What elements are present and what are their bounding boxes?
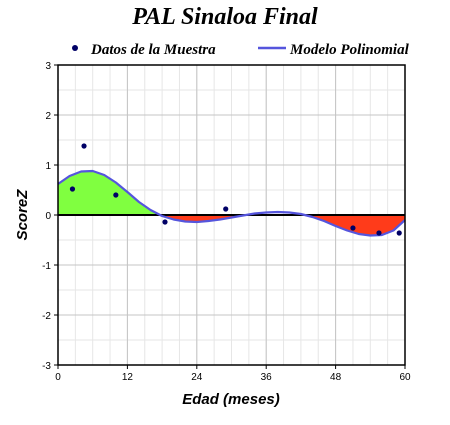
fill-below-zero <box>304 215 405 236</box>
x-tick-label: 48 <box>330 372 342 383</box>
plot-area: 0 12 24 36 48 60 3 2 1 0 -1 -2 -3 <box>42 61 411 383</box>
legend-label-scatter: Datos de la Muestra <box>90 42 216 58</box>
legend: Datos de la Muestra Modelo Polinomial <box>72 42 410 58</box>
data-point <box>81 143 87 149</box>
y-tick-label: -2 <box>42 311 51 322</box>
x-tick-label: 60 <box>399 372 411 383</box>
model-curve <box>57 169 406 237</box>
data-point <box>113 192 119 198</box>
y-tick-label: -1 <box>42 261 51 272</box>
y-axis-label: ScoreZ <box>14 189 31 241</box>
fill-above-zero <box>58 171 161 215</box>
legend-label-model: Modelo Polinomial <box>289 42 410 58</box>
data-point <box>396 230 402 236</box>
y-tick-label: 3 <box>45 61 51 72</box>
y-tick-label: 0 <box>45 211 51 222</box>
data-point <box>223 206 229 212</box>
chart-title: PAL Sinaloa Final <box>131 4 318 30</box>
data-point <box>69 186 76 192</box>
y-tick-label: -3 <box>42 361 51 372</box>
x-tick-label: 24 <box>191 372 203 383</box>
x-tick-label: 12 <box>122 372 134 383</box>
data-point <box>350 225 356 231</box>
data-point <box>162 219 168 225</box>
data-point <box>376 230 382 236</box>
x-tick-label: 0 <box>55 372 61 383</box>
y-tick-label: 1 <box>45 161 51 172</box>
x-axis-label: Edad (meses) <box>182 391 280 408</box>
x-tick-label: 36 <box>261 372 273 383</box>
y-tick-label: 2 <box>45 111 51 122</box>
legend-marker-scatter <box>72 45 78 51</box>
